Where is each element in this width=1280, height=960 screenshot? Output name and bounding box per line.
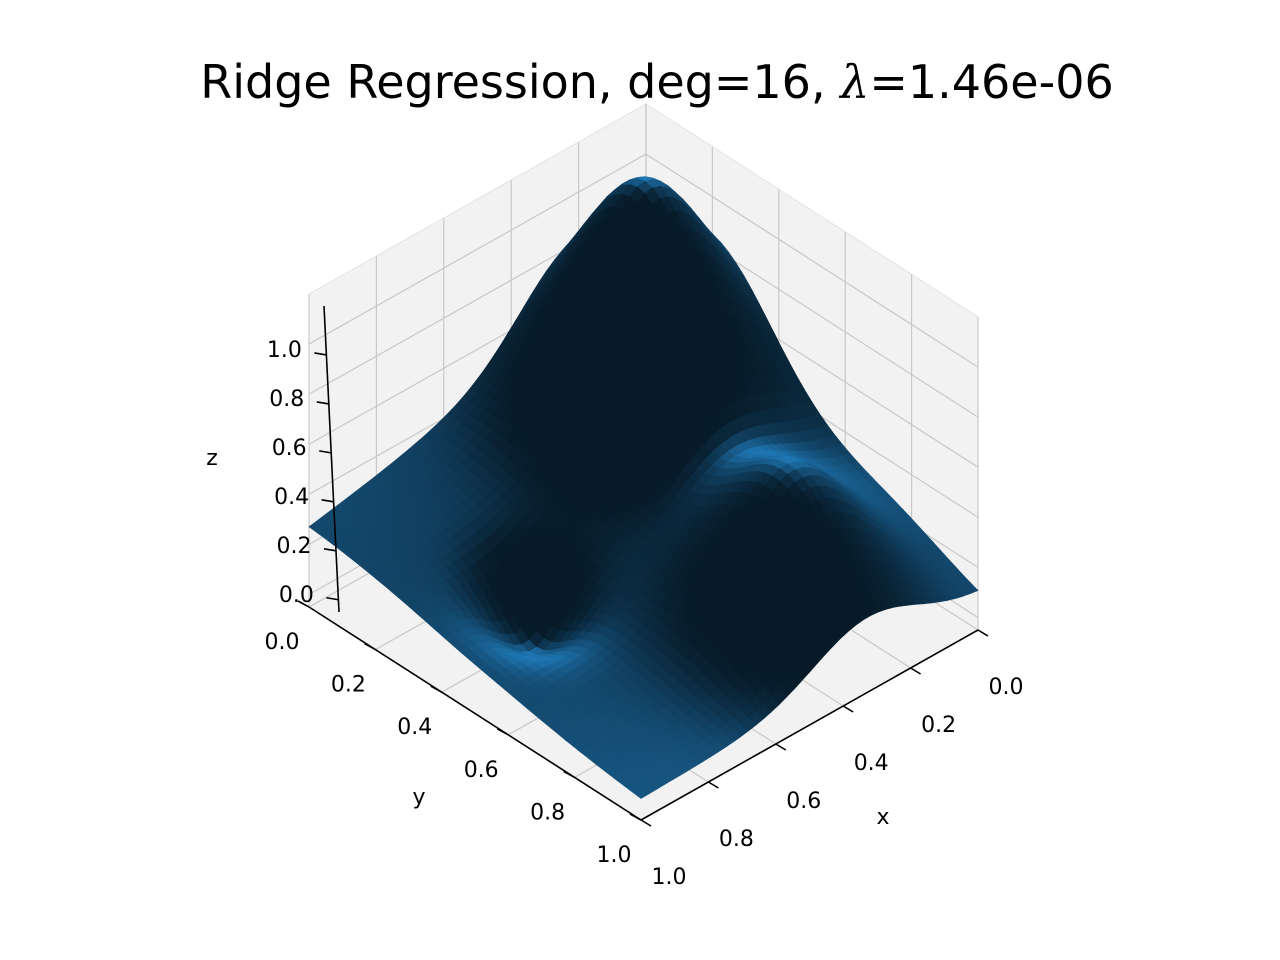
y-tick <box>430 685 443 693</box>
z-tick <box>319 450 332 454</box>
x-tick-label: 0.4 <box>854 751 889 776</box>
chart-title-suffix: =1.46e-06 <box>869 55 1113 109</box>
grid-wall-z <box>308 153 647 345</box>
y-tick <box>496 728 509 736</box>
x-tick <box>640 819 652 827</box>
regression-surface <box>308 176 979 799</box>
x-tick-label: 1.0 <box>652 865 687 890</box>
z-tick-label: 0.4 <box>274 485 309 510</box>
z-tick-label: 1.0 <box>267 338 302 363</box>
y-tick-label: 0.8 <box>530 800 565 825</box>
y-tick-label: 0.6 <box>464 758 499 783</box>
x-axis-line <box>640 629 979 821</box>
chart-title-prefix: Ridge Regression, deg=16, <box>200 55 840 109</box>
x-tick-label: 0.0 <box>989 675 1024 700</box>
x-tick <box>842 705 854 713</box>
y-tick <box>297 600 310 608</box>
x-tick <box>775 743 787 751</box>
axis-lines <box>308 305 979 821</box>
z-tick-label: 0.2 <box>277 534 312 559</box>
z-tick <box>316 401 329 405</box>
x-tick <box>707 781 719 789</box>
z-tick-label: 0.8 <box>269 387 304 412</box>
surface-patch <box>632 788 650 799</box>
y-tick-label: 0.0 <box>265 630 300 655</box>
y-tick <box>629 813 642 821</box>
y-tick <box>364 642 376 651</box>
z-axis-line <box>323 305 340 613</box>
x-tick-label: 0.8 <box>719 827 754 852</box>
z-tick-label: 0.6 <box>272 436 307 461</box>
y-axis-line <box>308 606 642 821</box>
x-tick-label: 0.6 <box>786 789 821 814</box>
x-tick-label: 0.2 <box>921 713 956 738</box>
x-tick <box>910 667 922 675</box>
y-tick-label: 1.0 <box>597 843 632 868</box>
z-axis-label: z <box>206 446 218 471</box>
y-tick <box>563 770 575 779</box>
y-axis-label: y <box>412 785 425 810</box>
z-tick-label: 0.0 <box>279 583 314 608</box>
z-tick <box>321 499 334 503</box>
axis-ticks: 0.0 0.2 0.4 0.6 0.8 1.0 0.0 0.2 0.4 0.6 0.8 1.0 0.0 0… <box>265 338 1024 890</box>
grid-wall-z <box>645 153 979 368</box>
z-tick <box>326 596 339 601</box>
y-tick-label: 0.4 <box>397 715 432 740</box>
chart-title: Ridge Regression, deg=16, λ=1.46e-06 <box>200 55 1114 109</box>
chart-title-symbol: λ <box>838 55 869 109</box>
z-tick <box>323 548 337 552</box>
x-tick <box>977 629 989 637</box>
y-tick-label: 0.2 <box>331 673 366 698</box>
x-axis-label: x <box>876 805 889 830</box>
z-tick <box>314 352 327 356</box>
